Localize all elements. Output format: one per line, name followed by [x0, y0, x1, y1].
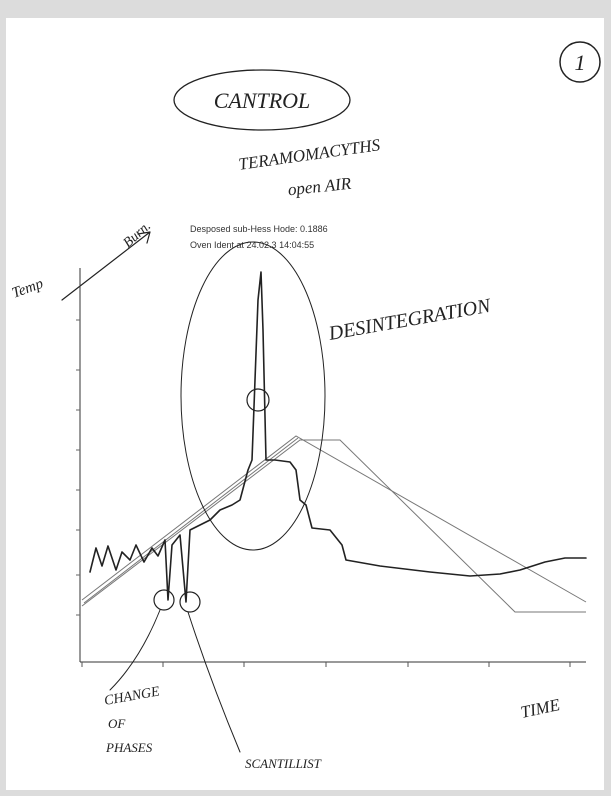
change-label: OF: [108, 716, 126, 731]
scan: 1 CANTROL TERAMOMACYTHS open AIR Despose…: [0, 0, 611, 796]
page-number: 1: [575, 50, 586, 75]
scantillist-label: SCANTILLIST: [245, 756, 322, 771]
change-label: PHASES: [105, 740, 153, 755]
printed-line: Oven Ident at 24.02.3 14:04:55: [190, 240, 314, 250]
printed-line: Desposed sub-Hess Hode: 0.1886: [190, 224, 328, 234]
page: 1 CANTROL TERAMOMACYTHS open AIR Despose…: [0, 0, 611, 796]
title: CANTROL: [214, 88, 311, 113]
paper: [6, 18, 604, 790]
